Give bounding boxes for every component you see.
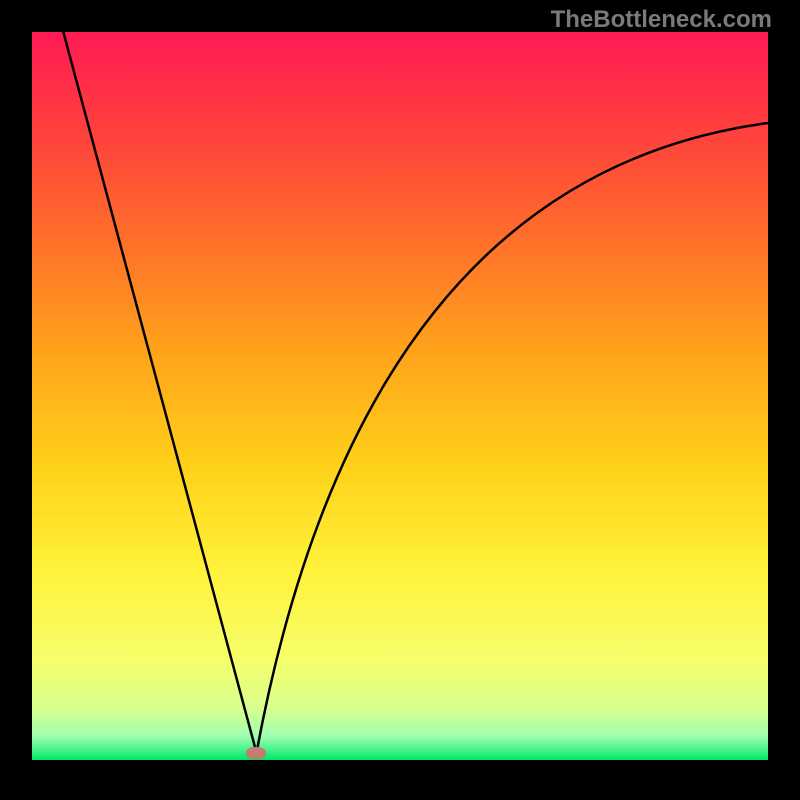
plot-gradient-background: [32, 32, 768, 760]
watermark-text: TheBottleneck.com: [551, 6, 772, 34]
optimum-marker-ellipse: [246, 747, 266, 759]
optimum-marker: [244, 745, 268, 761]
chart-root: TheBottleneck.com: [0, 0, 800, 800]
